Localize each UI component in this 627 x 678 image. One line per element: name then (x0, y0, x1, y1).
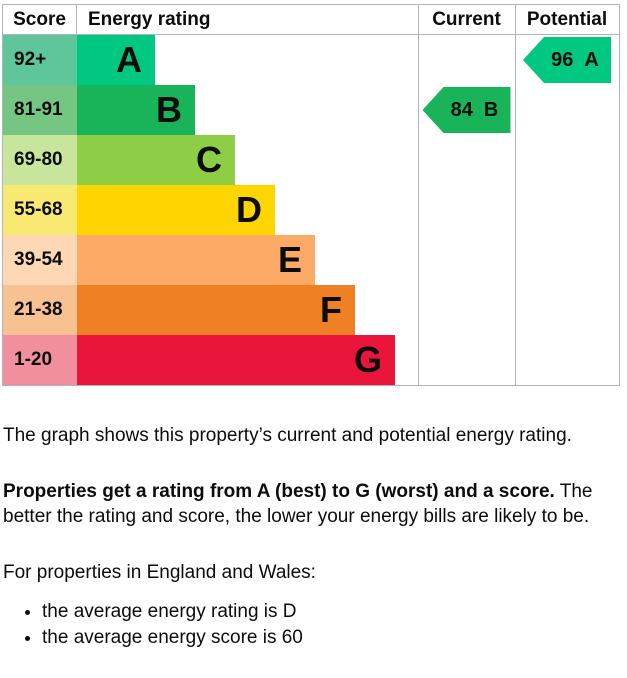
band-bar-cell-e: E (77, 235, 418, 285)
score-range-f: 21-38 (3, 285, 77, 335)
current-column-divider (418, 5, 515, 385)
score-range-c: 69-80 (3, 135, 77, 185)
band-bar-f: F (77, 285, 355, 335)
rating-explainer-rest: The better the rating and score, the low… (3, 481, 593, 527)
average-rating-item: the average energy rating is D (42, 599, 617, 625)
current-rating-arrow: 84 B (422, 87, 511, 133)
band-bar-cell-b: B (77, 85, 418, 135)
band-bar-a: A (77, 35, 155, 85)
header-current: Current (418, 5, 515, 35)
header-score: Score (3, 5, 77, 35)
potential-rating-value: 96 (551, 48, 574, 71)
band-bar-c: C (77, 135, 235, 185)
energy-rating-chart: Score Energy rating Current Potential 92… (2, 4, 620, 386)
band-bar-cell-d: D (77, 185, 418, 235)
chart-description: The graph shows this property’s current … (3, 423, 617, 651)
band-bar-cell-c: C (77, 135, 418, 185)
header-energy-rating: Energy rating (77, 5, 418, 35)
band-bar-b: B (77, 85, 195, 135)
score-range-a: 92+ (3, 35, 77, 85)
rating-explainer-lead: Properties get a rating from A (best) to… (3, 481, 555, 502)
band-bar-cell-a: A (77, 35, 418, 85)
score-range-e: 39-54 (3, 235, 77, 285)
header-potential: Potential (515, 5, 619, 35)
band-bar-d: D (77, 185, 275, 235)
regions-heading: For properties in England and Wales: (3, 562, 316, 583)
score-range-d: 55-68 (3, 185, 77, 235)
current-rating-value: 84 (450, 98, 473, 121)
band-bar-cell-g: G (77, 335, 418, 385)
score-range-g: 1-20 (3, 335, 77, 385)
score-range-b: 81-91 (3, 85, 77, 135)
averages-list: the average energy rating is D the avera… (3, 599, 617, 651)
potential-rating-letter: A (584, 48, 599, 71)
current-rating-letter: B (483, 98, 499, 121)
average-score-item: the average energy score is 60 (42, 625, 617, 651)
potential-rating-arrow: 96 A (523, 37, 611, 83)
band-bar-cell-f: F (77, 285, 418, 335)
band-bar-e: E (77, 235, 315, 285)
intro-paragraph: The graph shows this property’s current … (3, 425, 572, 446)
rating-explainer-paragraph: Properties get a rating from A (best) to… (3, 479, 617, 529)
band-bar-g: G (77, 335, 395, 385)
